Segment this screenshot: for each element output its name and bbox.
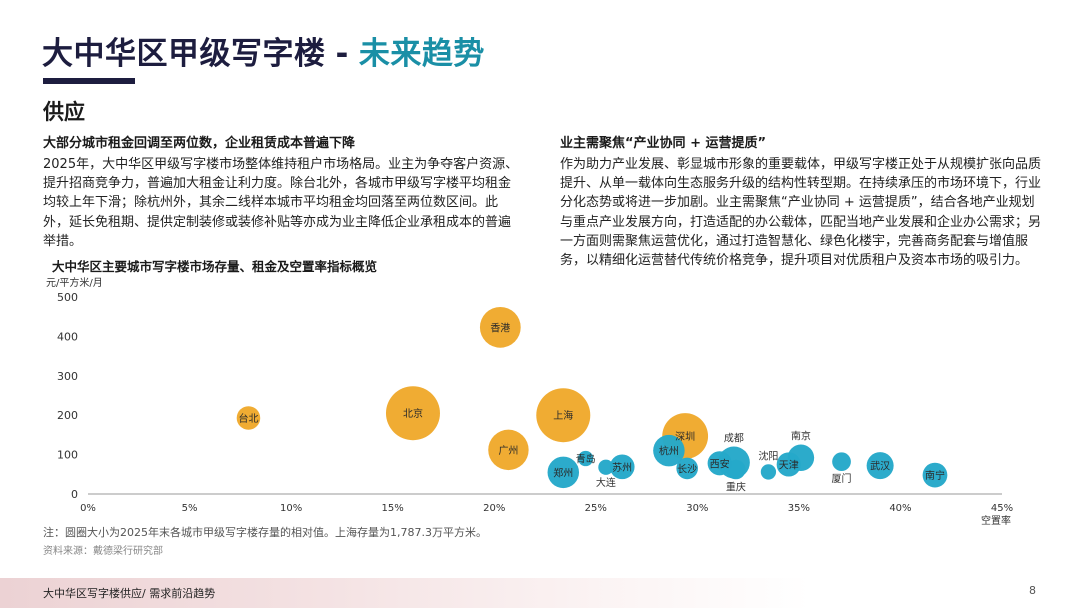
bubble-沈阳 <box>760 464 777 480</box>
y-tick-label: 300 <box>57 370 78 383</box>
page-number: 8 <box>1029 584 1036 597</box>
data-label-长沙: 长沙 <box>677 463 697 475</box>
bubble-台北 <box>236 406 261 430</box>
data-label-郑州: 郑州 <box>553 466 573 479</box>
x-tick-label: 10% <box>280 503 302 514</box>
data-label-沈阳: 沈阳 <box>758 449 778 462</box>
x-tick-label: 45% <box>991 503 1013 514</box>
bubble-广州 <box>488 429 529 471</box>
bubble-chart: 元/平方米/月 空置率 0 100 200 300 400 500 0% 5% 10% 15% 20… <box>46 276 1013 527</box>
y-tick-label: 500 <box>57 291 78 304</box>
data-label-天津: 天津 <box>779 459 799 471</box>
data-label-香港: 香港 <box>490 322 510 334</box>
bubble-天津 <box>776 452 801 477</box>
left-heading: 大部分城市租金回调至两位数，企业租赁成本普遍下降 <box>43 136 356 151</box>
data-label-武汉: 武汉 <box>870 460 890 473</box>
x-tick-label: 35% <box>788 503 810 514</box>
footer-title: 大中华区写字楼供应/ 需求前沿趋势 <box>43 587 216 600</box>
y-axis-label: 元/平方米/月 <box>46 276 103 289</box>
x-tick-label: 15% <box>382 503 404 514</box>
page-title: 大中华区甲级写字楼 - 未来趋势 <box>42 28 485 73</box>
page-title-accent: 未来趋势 <box>358 36 485 72</box>
data-label-青岛: 青岛 <box>576 453 596 466</box>
bubble-武汉 <box>866 452 894 480</box>
x-tick-label: 0% <box>80 503 96 514</box>
bubble-西安 <box>707 451 732 476</box>
left-paragraph: 2025年，大中华区甲级写字楼市场整体维持租户市场格局。业主为争夺客户资源、提升… <box>43 157 519 249</box>
data-label-成都: 成都 <box>724 433 744 445</box>
data-label-上海: 上海 <box>553 409 573 422</box>
bubble-重庆 <box>726 459 746 480</box>
x-tick-label: 20% <box>483 503 505 514</box>
chart-title: 大中华区主要城市写字楼市场存量、租金及空置率指标概览 <box>52 259 378 274</box>
x-tick-label: 30% <box>686 503 708 514</box>
bubble-大连 <box>598 459 614 475</box>
data-label-大连: 大连 <box>596 476 616 489</box>
data-label-南宁: 南宁 <box>925 469 945 482</box>
data-label-南京: 南京 <box>791 430 811 443</box>
data-label-重庆: 重庆 <box>726 480 746 493</box>
data-label-北京: 北京 <box>403 407 423 420</box>
bubble-杭州 <box>653 434 685 467</box>
bubble-香港 <box>479 306 521 348</box>
data-label-西安: 西安 <box>710 457 730 470</box>
data-label-台北: 台北 <box>238 412 258 425</box>
data-label-苏州: 苏州 <box>612 461 632 474</box>
bubble-长沙 <box>676 457 698 480</box>
footer-bar <box>0 578 1080 608</box>
bubble-北京 <box>385 386 440 441</box>
bubble-南宁 <box>922 462 948 488</box>
right-heading: 业主需聚焦“产业协同 + 运营提质” <box>560 136 767 151</box>
y-tick-label: 100 <box>57 449 78 462</box>
y-tick-label: 400 <box>57 330 78 343</box>
y-tick-label: 200 <box>57 409 78 422</box>
data-label-广州: 广州 <box>498 445 518 457</box>
section-heading: 供应 <box>43 100 85 124</box>
chart-note: 注：圆圈大小为2025年末各城市甲级写字楼存量的相对值。上海存量为1,787.3… <box>43 526 487 539</box>
page-title-dash: - <box>335 36 349 72</box>
x-tick-label: 40% <box>889 503 911 514</box>
y-tick-label: 0 <box>71 488 78 501</box>
bubble-郑州 <box>547 456 580 489</box>
bubble-上海 <box>536 388 591 443</box>
x-tick-label: 25% <box>585 503 607 514</box>
data-label-厦门: 厦门 <box>832 472 852 485</box>
data-label-杭州: 杭州 <box>659 445 679 458</box>
right-paragraph: 作为助力产业发展、彰显城市形象的重要载体，甲级写字楼正处于从规模扩张向品质提升、… <box>560 157 1042 269</box>
source-note: 资料来源：戴德梁行研究部 <box>43 546 163 557</box>
data-label-深圳: 深圳 <box>675 431 695 443</box>
x-axis-label: 空置率 <box>981 514 1011 527</box>
page-title-main: 大中华区甲级写字楼 <box>42 36 326 72</box>
title-underline <box>43 78 135 84</box>
bubble-厦门 <box>832 452 851 472</box>
bubble-苏州 <box>609 454 635 480</box>
x-tick-label: 5% <box>182 503 198 514</box>
bubble-青岛 <box>577 450 594 467</box>
